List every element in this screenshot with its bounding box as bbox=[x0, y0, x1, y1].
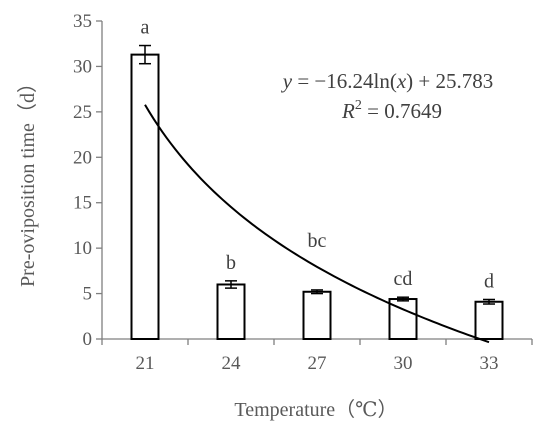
x-tick-label: 27 bbox=[308, 353, 327, 374]
significance-letter: b bbox=[226, 252, 236, 274]
bars bbox=[130, 53, 504, 341]
significance-letter: bc bbox=[308, 230, 327, 252]
x-tick-label: 33 bbox=[480, 353, 499, 374]
y-axis-title: Pre-oviposition time（d） bbox=[16, 73, 39, 287]
y-tick-label: 10 bbox=[73, 238, 92, 259]
y-tick-label: 35 bbox=[73, 11, 92, 32]
axes bbox=[96, 20, 533, 345]
error-bars bbox=[139, 44, 495, 305]
y-tick-label: 15 bbox=[73, 193, 92, 214]
y-tick-label: 5 bbox=[83, 284, 93, 305]
y-tick-label: 30 bbox=[73, 56, 92, 77]
significance-letter: a bbox=[141, 17, 150, 39]
significance-letter: d bbox=[484, 270, 494, 292]
x-tick-labels: 21 24 27 30 33 bbox=[136, 353, 499, 374]
significance-letters: a b bc cd d bbox=[141, 17, 494, 293]
x-tick-label: 21 bbox=[136, 353, 155, 374]
y-tick-label: 0 bbox=[83, 329, 93, 350]
x-tick-label: 24 bbox=[222, 353, 242, 374]
trendline-equation: y = −16.24ln(x) + 25.783 bbox=[281, 69, 494, 93]
x-axis-title: Temperature（℃） bbox=[234, 398, 397, 421]
y-tick-label: 20 bbox=[73, 147, 92, 168]
y-tick-labels: 0 5 10 15 20 25 30 35 bbox=[73, 11, 92, 350]
bar bbox=[302, 290, 332, 340]
y-tick-label: 25 bbox=[73, 102, 92, 123]
r-squared-label: R2 = 0.7649 bbox=[341, 98, 442, 123]
trendline bbox=[144, 104, 490, 344]
x-tick-label: 30 bbox=[394, 353, 413, 374]
bar bbox=[130, 53, 160, 340]
significance-letter: cd bbox=[394, 268, 413, 290]
bar bbox=[216, 283, 246, 341]
bar bbox=[474, 300, 504, 340]
